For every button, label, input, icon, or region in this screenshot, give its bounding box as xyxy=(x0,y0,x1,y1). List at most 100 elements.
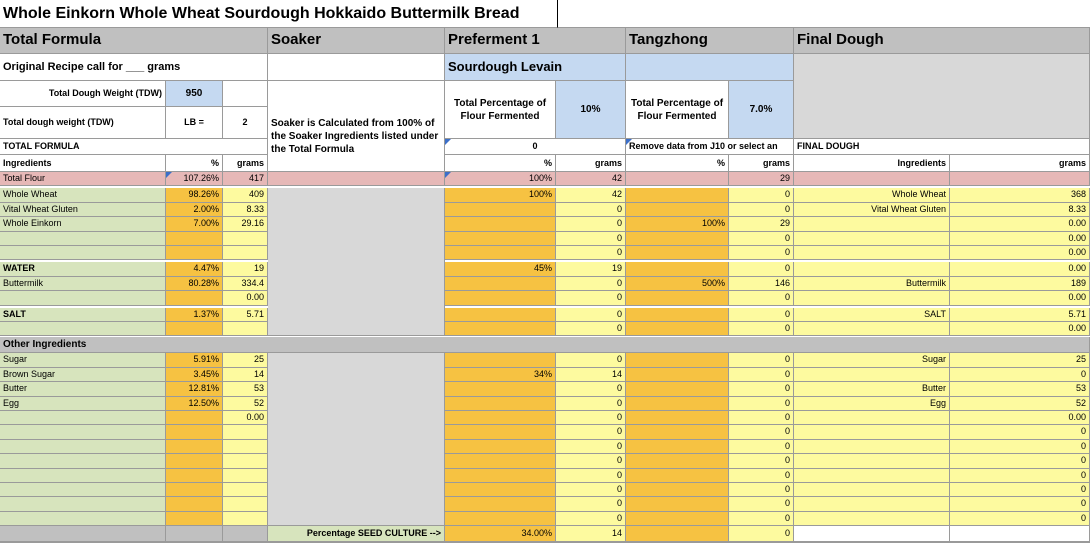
tang-grams[interactable]: 0 xyxy=(729,367,794,383)
sheet-title[interactable]: Whole Einkorn Whole Wheat Sourdough Hokk… xyxy=(0,0,558,28)
tang-grams[interactable]: 0 xyxy=(729,291,794,306)
final-name[interactable]: Butter xyxy=(794,382,950,397)
pref-grams[interactable]: 0 xyxy=(556,291,626,306)
pref-pct[interactable] xyxy=(445,468,556,483)
pref-pct[interactable] xyxy=(445,246,556,261)
section-tangzhong[interactable]: Tangzhong xyxy=(626,28,794,54)
final-name[interactable] xyxy=(794,322,950,337)
pref-grams[interactable]: 0 xyxy=(556,497,626,512)
pref-total-flour-grams[interactable]: 42 xyxy=(556,172,626,187)
tang-grams[interactable]: 0 xyxy=(729,382,794,397)
ingredient-grams[interactable]: 53 xyxy=(223,382,268,397)
pref-pct[interactable] xyxy=(445,439,556,455)
pref-grams[interactable]: 0 xyxy=(556,322,626,337)
final-total-flour-grams[interactable] xyxy=(950,172,1090,187)
ingredient-grams[interactable]: 19 xyxy=(223,262,268,277)
section-final-dough[interactable]: Final Dough xyxy=(794,28,1090,54)
original-recipe-label[interactable]: Original Recipe call for ___ grams xyxy=(0,54,268,81)
tang-pct[interactable] xyxy=(626,246,729,261)
final-grams[interactable]: 0.00 xyxy=(950,322,1090,337)
seed-final-blank[interactable] xyxy=(794,526,950,543)
tang-pct[interactable] xyxy=(626,425,729,440)
ingredient-grams[interactable]: 14 xyxy=(223,367,268,383)
tang-grams[interactable]: 0 xyxy=(729,202,794,218)
final-name[interactable]: Egg xyxy=(794,396,950,411)
ingredient-pct[interactable]: 12.81% xyxy=(166,382,223,397)
total-flour-label[interactable]: Total Flour xyxy=(0,172,166,187)
ingredient-grams[interactable]: 8.33 xyxy=(223,202,268,218)
ingredient-grams[interactable] xyxy=(223,439,268,455)
ingredient-pct[interactable] xyxy=(166,483,223,498)
tang-pct[interactable] xyxy=(626,307,729,322)
pref-grams[interactable]: 0 xyxy=(556,217,626,232)
ingredient-name[interactable]: Egg xyxy=(0,396,166,411)
pref-pct[interactable] xyxy=(445,511,556,527)
ingredient-name[interactable]: SALT xyxy=(0,307,166,322)
final-name[interactable]: Buttermilk xyxy=(794,276,950,292)
ingredient-pct[interactable] xyxy=(166,322,223,337)
ingredient-grams[interactable]: 29.16 xyxy=(223,217,268,232)
ingredient-pct[interactable] xyxy=(166,468,223,483)
final-name[interactable] xyxy=(794,217,950,232)
ingredient-pct[interactable]: 3.45% xyxy=(166,367,223,383)
ingredient-grams[interactable]: 409 xyxy=(223,188,268,203)
seed-blank-1[interactable] xyxy=(0,526,166,543)
tang-grams[interactable]: 0 xyxy=(729,411,794,426)
pref-grams[interactable]: 0 xyxy=(556,276,626,292)
ingredient-grams[interactable] xyxy=(223,483,268,498)
pref-pct[interactable] xyxy=(445,276,556,292)
tangzhong-pct-input[interactable]: 7.0% xyxy=(729,81,794,139)
ingredient-name[interactable]: Whole Einkorn xyxy=(0,217,166,232)
final-name[interactable] xyxy=(794,439,950,455)
tang-pct[interactable] xyxy=(626,454,729,469)
pref-pct[interactable] xyxy=(445,425,556,440)
final-grams[interactable]: 0.00 xyxy=(950,246,1090,261)
final-grams[interactable]: 53 xyxy=(950,382,1090,397)
pref-pct[interactable] xyxy=(445,307,556,322)
final-grams[interactable]: 0 xyxy=(950,425,1090,440)
section-total-formula[interactable]: Total Formula xyxy=(0,28,268,54)
final-grams[interactable]: 0.00 xyxy=(950,231,1090,246)
pref-grams[interactable]: 0 xyxy=(556,454,626,469)
seed-culture-label[interactable]: Percentage SEED CULTURE --> xyxy=(268,526,445,543)
tang-pct[interactable] xyxy=(626,262,729,277)
final-name[interactable]: Vital Wheat Gluten xyxy=(794,202,950,218)
tang-pct[interactable] xyxy=(626,188,729,203)
final-grams[interactable]: 368 xyxy=(950,188,1090,203)
final-grams[interactable]: 0 xyxy=(950,483,1090,498)
seed-final-blank-2[interactable] xyxy=(950,526,1090,543)
ingredient-name[interactable] xyxy=(0,411,166,426)
pref-grams[interactable]: 0 xyxy=(556,353,626,368)
final-name[interactable] xyxy=(794,425,950,440)
pref-grams[interactable]: 14 xyxy=(556,367,626,383)
final-grams[interactable]: 25 xyxy=(950,353,1090,368)
other-ingredients-header[interactable]: Other Ingredients xyxy=(0,337,1090,354)
pref-pct[interactable] xyxy=(445,291,556,306)
pref-grams[interactable]: 19 xyxy=(556,262,626,277)
pref-pct[interactable] xyxy=(445,382,556,397)
ingredient-pct[interactable]: 1.37% xyxy=(166,307,223,322)
ingredient-grams[interactable]: 5.71 xyxy=(223,307,268,322)
final-total-flour[interactable] xyxy=(794,172,950,187)
ingredient-pct[interactable]: 7.00% xyxy=(166,217,223,232)
pref-pct[interactable]: 45% xyxy=(445,262,556,277)
ingredient-pct[interactable]: 98.26% xyxy=(166,188,223,203)
tang-pct[interactable] xyxy=(626,231,729,246)
total-flour-pct[interactable]: 107.26% xyxy=(166,172,223,187)
tang-grams[interactable]: 0 xyxy=(729,246,794,261)
tang-pct[interactable] xyxy=(626,322,729,337)
ingredient-name[interactable] xyxy=(0,322,166,337)
tang-pct[interactable]: 100% xyxy=(626,217,729,232)
soaker-block-2[interactable] xyxy=(268,353,445,527)
pref-pct[interactable] xyxy=(445,454,556,469)
final-name[interactable] xyxy=(794,262,950,277)
final-grams[interactable]: 52 xyxy=(950,396,1090,411)
soaker-blank[interactable] xyxy=(268,54,445,81)
tang-grams[interactable]: 0 xyxy=(729,188,794,203)
sourdough-levain-label[interactable]: Sourdough Levain xyxy=(445,54,626,81)
tang-grams[interactable]: 0 xyxy=(729,353,794,368)
final-name[interactable] xyxy=(794,497,950,512)
final-grams[interactable]: 0 xyxy=(950,468,1090,483)
pref-pct[interactable]: 34% xyxy=(445,367,556,383)
final-grams[interactable]: 0 xyxy=(950,367,1090,383)
